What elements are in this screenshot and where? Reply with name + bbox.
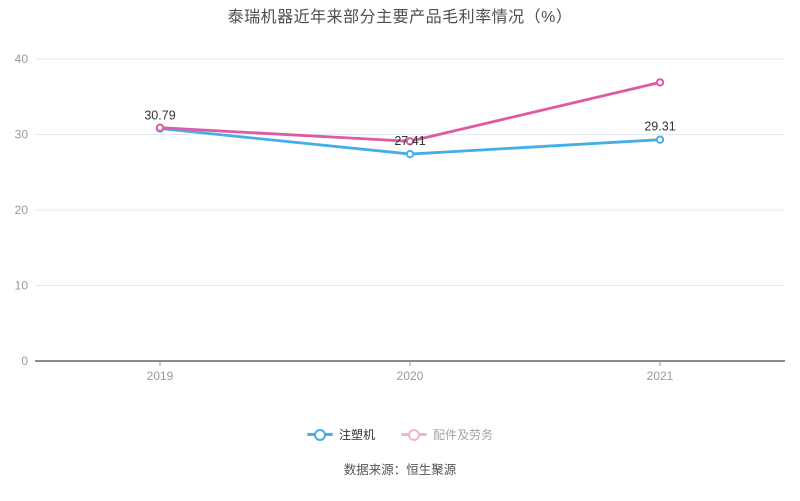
data-point-label-0-1: 27.41 [394,134,425,148]
legend-circle [408,428,420,441]
legend-line-marker-icon [401,428,427,441]
data-point-marker-0-1 [405,149,415,159]
y-axis-tick-label: 40 [15,52,29,66]
y-axis-tick-label: 0 [21,354,28,368]
legend: 注塑机 配件及劳务 [0,426,800,443]
x-axis-label: 2020 [397,369,424,383]
plot-area: 0 10 20 30 40 2019 2020 2021 30.79 27.41 29.31 [15,52,785,383]
legend-circle [313,428,326,441]
legend-line-marker-icon [306,428,333,441]
legend-item-1[interactable]: 配件及劳务 [401,426,493,443]
data-point-marker-1-2 [655,78,665,87]
legend-item-0[interactable]: 注塑机 [306,426,375,443]
series-line-1 [158,81,662,143]
legend-label: 注塑机 [338,428,375,442]
data-point-label-0-2: 29.31 [644,120,675,134]
x-axis-label: 2021 [647,369,674,383]
y-axis-tick-label: 30 [15,128,29,142]
data-point-label-0-0: 30.79 [144,109,175,123]
data-point-marker-0-2 [655,135,665,144]
legend-label: 配件及劳务 [433,428,494,442]
y-axis-tick-label: 10 [15,279,29,293]
x-axis-label: 2019 [147,369,174,383]
y-axis-tick-label: 20 [15,203,29,217]
data-point-marker-1-0 [155,123,165,132]
data-point-marker-1-1 [405,137,415,146]
chart-title: 泰瑞机器近年来部分主要产品毛利率情况（%） [227,9,573,26]
data-source: 数据来源：恒生聚源 [343,463,457,477]
